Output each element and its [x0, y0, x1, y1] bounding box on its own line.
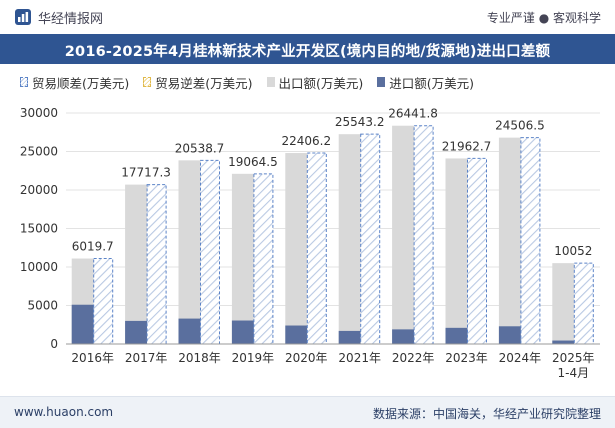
- surplus-bar: [413, 125, 434, 345]
- footer-url-link[interactable]: www.huaon.com: [14, 405, 114, 419]
- x-tick-label: 2023年: [445, 351, 488, 365]
- import-bar: [552, 340, 575, 344]
- x-tick-label-line: 2024年: [499, 351, 542, 365]
- x-tick-label: 2021年: [338, 351, 381, 365]
- legend-swatch-deficit: [143, 77, 152, 87]
- surplus-bar: [520, 137, 541, 345]
- x-tick-label: 2019年: [232, 351, 275, 365]
- x-tick-label-line: 2023年: [445, 351, 488, 365]
- x-tick-label-line: 2022年: [392, 351, 435, 365]
- y-tick-label: 15000: [20, 222, 58, 236]
- x-tick-label-line: 1-4月: [557, 366, 589, 380]
- x-tick-label-line: 2025年: [552, 351, 595, 365]
- x-tick-label: 2016年: [71, 351, 114, 365]
- brand[interactable]: 华经情报网: [14, 8, 104, 27]
- legend-label-surplus: 贸易顺差(万美元): [32, 75, 130, 91]
- brand-name: 华经情报网: [38, 11, 104, 27]
- y-tick-label: 20000: [20, 183, 58, 197]
- x-tick-label: 2025年 1-4月: [552, 351, 595, 380]
- surplus-data-label: 21962.7: [442, 139, 492, 153]
- surplus-data-label: 6019.7: [72, 240, 114, 254]
- import-bar: [392, 329, 415, 344]
- import-bar: [71, 304, 94, 344]
- surplus-bar: [146, 184, 167, 345]
- y-tick-label: 30000: [20, 106, 58, 120]
- legend-label-import: 进口额(万美元): [389, 75, 475, 91]
- export-bar: [498, 137, 521, 344]
- footer-source: 数据来源：中国海关，华经产业研究院整理: [372, 407, 601, 421]
- chart-legend: 贸易顺差(万美元) 贸易逆差(万美元) 出口额(万美元) 进口额(万美元): [20, 73, 488, 91]
- surplus-data-label: 17717.3: [121, 166, 171, 180]
- surplus-bar: [306, 152, 327, 345]
- import-bar: [178, 318, 201, 344]
- x-tick-label-line: 2020年: [285, 351, 328, 365]
- surplus-data-label: 10052: [554, 244, 592, 258]
- import-bar: [498, 326, 521, 344]
- y-tick-label: 5000: [27, 299, 58, 313]
- import-bar: [285, 325, 308, 344]
- tagline: 专业严谨 ● 客观科学: [486, 11, 601, 25]
- surplus-data-label: 19064.5: [228, 155, 278, 169]
- legend-swatch-export: [266, 77, 275, 87]
- surplus-data-label: 22406.2: [281, 134, 331, 148]
- x-tick-label-line: 2017年: [125, 351, 168, 365]
- legend-item-surplus[interactable]: 贸易顺差(万美元): [20, 73, 129, 92]
- x-tick-label-line: 2019年: [232, 351, 275, 365]
- x-tick-label-line: 2018年: [178, 351, 221, 365]
- import-bar: [231, 320, 254, 344]
- legend-item-import[interactable]: 进口额(万美元): [377, 73, 474, 92]
- x-tick-label: 2020年: [285, 351, 328, 365]
- surplus-bar: [200, 159, 220, 345]
- x-tick-label-line: 2016年: [71, 351, 114, 365]
- export-bar: [338, 134, 361, 344]
- export-bar: [392, 125, 415, 344]
- surplus-bar: [253, 173, 274, 345]
- legend-label-export: 出口额(万美元): [278, 75, 364, 91]
- surplus-bar: [573, 262, 594, 345]
- surplus-data-label: 25543.2: [335, 115, 385, 129]
- bar-layer: [71, 125, 594, 345]
- import-bar: [445, 327, 468, 344]
- title-bar: 2016-2025年4月桂林新技术产业开发区(境内目的地/货源地)进出口差额: [0, 34, 615, 64]
- legend-item-deficit[interactable]: 贸易逆差(万美元): [143, 73, 253, 92]
- export-bar: [231, 173, 254, 344]
- x-tick-label: 2017年: [125, 351, 168, 365]
- export-bar: [285, 153, 308, 344]
- footer: www.huaon.com 数据来源：中国海关，华经产业研究院整理: [0, 396, 615, 428]
- legend-swatch-import: [377, 77, 386, 87]
- surplus-bar: [467, 157, 487, 345]
- brand-logo-icon: [15, 9, 31, 25]
- y-tick-label: 25000: [20, 145, 58, 159]
- legend-item-export[interactable]: 出口额(万美元): [266, 73, 364, 92]
- export-bar: [445, 158, 468, 344]
- axis-layer: 0 5000 10000 15000 20000 25000 30000 2016年 2017年…: [20, 106, 600, 380]
- surplus-data-label: 26441.8: [388, 107, 438, 121]
- legend-label-deficit: 贸易逆差(万美元): [155, 75, 253, 91]
- surplus-data-label: 24506.5: [495, 119, 545, 133]
- import-bar: [338, 330, 361, 344]
- x-tick-label: 2024年: [499, 351, 542, 365]
- export-bar: [125, 184, 148, 344]
- x-tick-label: 2022年: [392, 351, 435, 365]
- surplus-bar: [360, 133, 381, 345]
- y-tick-label: 0: [50, 337, 58, 351]
- x-tick-label: 2018年: [178, 351, 221, 365]
- y-tick-label: 10000: [20, 260, 58, 274]
- export-bar: [178, 160, 201, 344]
- chart-area: 6019.7 17717.3 20538.7 19064.5 22406.2 25543.…: [0, 96, 615, 396]
- chart-title: 2016-2025年4月桂林新技术产业开发区(境内目的地/货源地)进出口差额: [64, 44, 551, 60]
- x-tick-label-line: 2021年: [338, 351, 381, 365]
- export-bar: [552, 263, 575, 344]
- legend-swatch-surplus: [20, 77, 28, 87]
- top-bar: 华经情报网 专业严谨 ● 客观科学: [0, 0, 615, 35]
- import-bar: [125, 320, 148, 344]
- surplus-data-label: 20538.7: [175, 141, 225, 155]
- surplus-bar: [93, 258, 114, 345]
